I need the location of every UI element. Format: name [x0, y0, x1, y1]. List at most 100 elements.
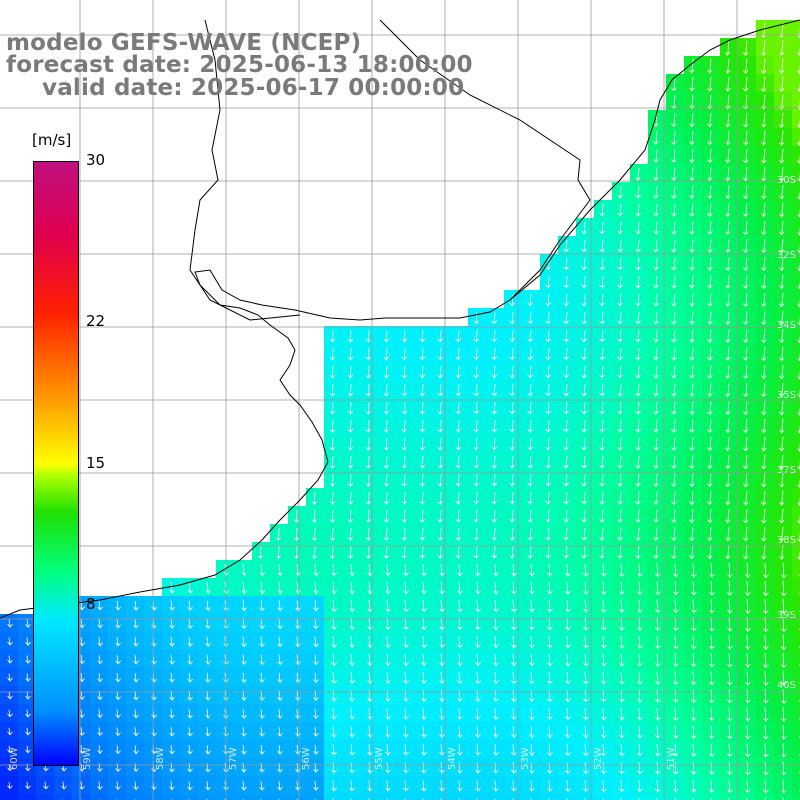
wind-cell — [378, 416, 397, 435]
wind-arrow-head — [473, 554, 479, 559]
wind-cell — [324, 794, 343, 800]
wind-arrow-head — [688, 105, 695, 110]
wind-arrow-head — [671, 105, 677, 110]
wind-arrow — [746, 707, 749, 721]
wind-arrow-head — [547, 662, 553, 667]
wind-arrow-head — [617, 320, 623, 325]
wind-arrow-head — [760, 123, 767, 128]
wind-cell — [720, 218, 739, 237]
wind-arrow — [727, 527, 730, 541]
wind-cell — [666, 128, 685, 147]
wind-arrow — [691, 545, 694, 559]
wind-cell — [378, 542, 397, 561]
wind-cell — [360, 398, 379, 417]
wind-arrow-head — [727, 753, 733, 758]
wind-arrow-head — [565, 734, 571, 739]
wind-cell — [612, 308, 631, 327]
wind-arrow — [637, 509, 640, 523]
wind-arrow — [745, 221, 748, 235]
wind-arrow — [781, 401, 784, 415]
wind-cell — [792, 128, 800, 147]
wind-cell — [558, 236, 577, 255]
wind-arrow-head — [385, 590, 391, 595]
wind-arrow — [745, 94, 748, 110]
wind-arrow-head — [491, 410, 497, 415]
wind-arrow — [331, 438, 334, 451]
wind-arrow-head — [331, 697, 337, 702]
wind-arrow — [655, 401, 658, 415]
wind-arrow — [656, 635, 659, 649]
wind-cell — [666, 452, 685, 471]
latitude-label: 40S — [776, 680, 796, 691]
wind-arrow-head — [617, 555, 623, 559]
wind-arrow — [295, 527, 298, 541]
latitude-label: 30S — [776, 175, 796, 186]
wind-arrow-head — [565, 752, 571, 757]
wind-cell — [738, 128, 757, 147]
wind-arrow-head — [635, 356, 641, 361]
wind-arrow-head — [763, 699, 769, 704]
wind-arrow — [764, 671, 767, 686]
wind-cell — [702, 524, 721, 543]
wind-arrow — [8, 745, 11, 753]
wind-arrow — [260, 581, 263, 594]
wind-arrow-head — [529, 644, 535, 649]
wind-cell — [684, 110, 703, 129]
wind-cell — [450, 506, 469, 525]
wind-arrow — [637, 239, 640, 253]
wind-arrow — [673, 473, 676, 487]
wind-arrow-head — [760, 303, 767, 308]
wind-arrow-head — [781, 574, 787, 579]
wind-cell — [756, 380, 775, 399]
wind-cell — [612, 488, 631, 507]
title-forecast-date: forecast date: 2025-06-13 18:00:00 — [6, 52, 473, 78]
wind-arrow — [727, 473, 730, 487]
wind-cell — [342, 380, 361, 399]
wind-arrow-head — [581, 428, 587, 433]
wind-arrow — [440, 780, 443, 792]
wind-arrow — [260, 781, 263, 791]
wind-arrow — [332, 636, 335, 648]
wind-arrow-head — [331, 787, 337, 792]
wind-cell — [774, 182, 793, 201]
wind-arrow-head — [151, 732, 157, 737]
wind-arrow — [619, 527, 622, 541]
wind-arrow — [493, 509, 496, 523]
wind-arrow-head — [778, 375, 785, 380]
wind-arrow-head — [742, 447, 749, 452]
wind-arrow — [710, 563, 713, 578]
wind-arrow-head — [509, 320, 515, 325]
wind-arrow-head — [527, 302, 533, 307]
wind-arrow-head — [671, 356, 677, 361]
wind-arrow — [403, 473, 406, 487]
wind-arrow — [745, 419, 748, 433]
wind-arrow-head — [780, 771, 787, 776]
wind-arrow — [367, 491, 370, 505]
wind-arrow — [584, 617, 587, 631]
wind-arrow — [565, 294, 568, 306]
wind-arrow — [781, 490, 784, 506]
wind-cell — [630, 524, 649, 543]
wind-cell — [594, 488, 613, 507]
wind-arrow-head — [241, 786, 247, 791]
wind-arrow — [80, 619, 83, 628]
wind-cell — [738, 56, 757, 75]
wind-arrow-head — [457, 662, 463, 667]
wind-arrow-head — [455, 554, 462, 559]
wind-arrow-head — [437, 536, 444, 541]
wind-cell — [792, 542, 800, 561]
wind-arrow-head — [673, 591, 679, 596]
wind-arrow-head — [617, 482, 623, 487]
wind-arrow — [601, 491, 604, 505]
wind-arrow — [421, 545, 424, 559]
wind-arrow-head — [709, 573, 715, 578]
wind-arrow — [781, 436, 784, 451]
wind-arrow — [80, 691, 83, 700]
wind-arrow-head — [437, 500, 444, 505]
wind-arrow-head — [401, 518, 408, 523]
wind-arrow — [349, 420, 352, 433]
wind-cell — [630, 398, 649, 417]
wind-arrow-head — [25, 731, 31, 736]
wind-cell — [792, 182, 800, 201]
wind-arrow — [691, 77, 694, 91]
